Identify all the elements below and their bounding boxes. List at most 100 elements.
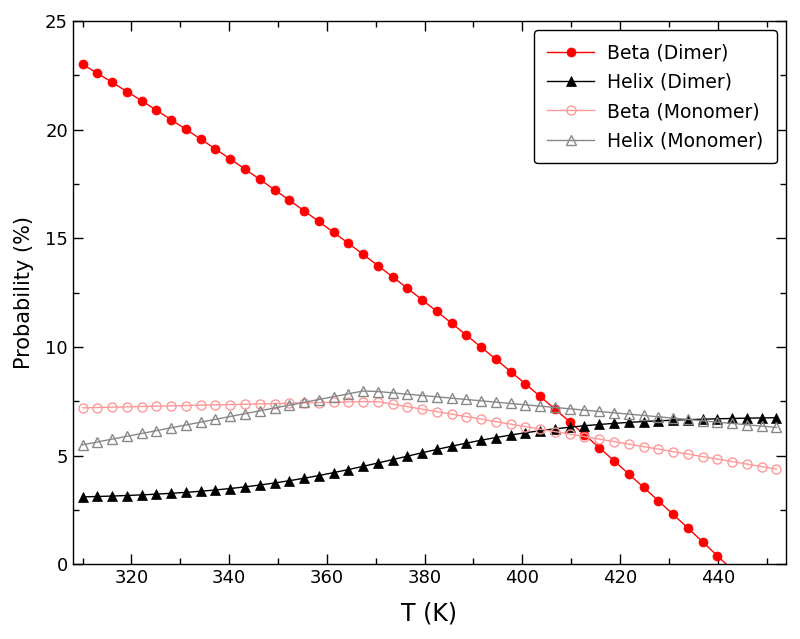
Helix (Monomer)	[329, 393, 338, 401]
Helix (Dimer)	[152, 490, 162, 498]
Helix (Monomer)	[727, 420, 737, 427]
Helix (Monomer)	[137, 429, 146, 437]
Beta (Dimer)	[698, 538, 707, 546]
Beta (Monomer)	[418, 405, 427, 413]
Beta (Dimer)	[418, 296, 427, 304]
Helix (Monomer)	[476, 397, 486, 404]
Beta (Monomer)	[285, 399, 294, 407]
Beta (Monomer)	[506, 420, 515, 428]
Helix (Dimer)	[580, 422, 590, 429]
Helix (Monomer)	[771, 424, 781, 431]
Helix (Dimer)	[506, 431, 515, 439]
Helix (Monomer)	[521, 401, 530, 409]
Beta (Monomer)	[196, 401, 206, 409]
Beta (Dimer)	[388, 273, 398, 281]
Helix (Monomer)	[166, 424, 176, 432]
Beta (Monomer)	[137, 403, 146, 410]
Beta (Dimer)	[299, 207, 309, 215]
Beta (Dimer)	[93, 70, 102, 77]
Beta (Monomer)	[624, 440, 634, 448]
Beta (Monomer)	[240, 401, 250, 408]
Helix (Dimer)	[78, 493, 87, 501]
Beta (Monomer)	[210, 401, 220, 409]
Helix (Monomer)	[226, 413, 235, 420]
Beta (Dimer)	[565, 418, 574, 426]
Helix (Dimer)	[107, 492, 117, 500]
Beta (Monomer)	[166, 402, 176, 410]
Helix (Monomer)	[594, 408, 604, 415]
Helix (Monomer)	[240, 410, 250, 417]
Helix (Dimer)	[698, 415, 707, 423]
Beta (Dimer)	[654, 497, 663, 505]
Helix (Dimer)	[565, 424, 574, 431]
Helix (Monomer)	[668, 414, 678, 422]
Beta (Monomer)	[107, 403, 117, 411]
Legend: Beta (Dimer), Helix (Dimer), Beta (Monomer), Helix (Monomer): Beta (Dimer), Helix (Dimer), Beta (Monom…	[534, 30, 777, 164]
Beta (Monomer)	[78, 404, 87, 412]
Beta (Dimer)	[122, 88, 132, 95]
Beta (Dimer)	[240, 166, 250, 173]
Beta (Dimer)	[358, 250, 368, 258]
Helix (Monomer)	[742, 421, 752, 429]
Helix (Dimer)	[521, 429, 530, 436]
Beta (Monomer)	[594, 435, 604, 443]
Helix (Dimer)	[166, 489, 176, 497]
Helix (Dimer)	[476, 436, 486, 444]
Helix (Dimer)	[491, 434, 501, 442]
Helix (Dimer)	[358, 463, 368, 470]
Helix (Monomer)	[638, 412, 648, 419]
Line: Helix (Dimer): Helix (Dimer)	[78, 413, 781, 502]
Helix (Monomer)	[388, 389, 398, 397]
Beta (Monomer)	[580, 433, 590, 440]
Beta (Monomer)	[491, 418, 501, 426]
Helix (Monomer)	[285, 401, 294, 409]
Beta (Monomer)	[535, 426, 545, 433]
Helix (Monomer)	[713, 419, 722, 426]
Beta (Monomer)	[152, 403, 162, 410]
Helix (Monomer)	[358, 387, 368, 395]
Helix (Dimer)	[668, 417, 678, 424]
Beta (Monomer)	[713, 455, 722, 463]
Helix (Monomer)	[181, 421, 190, 429]
Helix (Monomer)	[402, 390, 412, 398]
Beta (Monomer)	[462, 413, 471, 420]
Beta (Dimer)	[550, 405, 560, 413]
Beta (Monomer)	[181, 402, 190, 410]
Beta (Dimer)	[270, 186, 279, 194]
Helix (Monomer)	[93, 438, 102, 446]
Beta (Dimer)	[196, 135, 206, 143]
Beta (Monomer)	[402, 403, 412, 410]
Beta (Monomer)	[314, 399, 323, 406]
Beta (Monomer)	[609, 438, 618, 445]
Beta (Dimer)	[402, 284, 412, 292]
Helix (Monomer)	[299, 399, 309, 406]
Helix (Monomer)	[654, 413, 663, 420]
Helix (Monomer)	[432, 393, 442, 401]
Beta (Dimer)	[78, 61, 87, 68]
Helix (Dimer)	[727, 415, 737, 422]
Helix (Dimer)	[181, 488, 190, 496]
Beta (Monomer)	[521, 423, 530, 431]
Line: Beta (Monomer): Beta (Monomer)	[78, 397, 781, 473]
Beta (Monomer)	[122, 403, 132, 411]
Beta (Monomer)	[447, 410, 457, 418]
Beta (Dimer)	[329, 229, 338, 236]
Helix (Monomer)	[255, 407, 265, 415]
Beta (Monomer)	[742, 460, 752, 468]
Beta (Monomer)	[654, 445, 663, 453]
Beta (Dimer)	[624, 470, 634, 478]
Beta (Dimer)	[152, 106, 162, 114]
Beta (Monomer)	[388, 400, 398, 408]
Helix (Dimer)	[550, 425, 560, 433]
Beta (Dimer)	[771, 609, 781, 617]
Helix (Monomer)	[78, 441, 87, 449]
Beta (Monomer)	[93, 404, 102, 412]
Helix (Dimer)	[683, 416, 693, 424]
Beta (Monomer)	[757, 463, 766, 470]
Beta (Monomer)	[550, 427, 560, 435]
Beta (Dimer)	[462, 331, 471, 339]
Beta (Dimer)	[255, 176, 265, 183]
Helix (Monomer)	[609, 409, 618, 417]
Helix (Dimer)	[418, 449, 427, 457]
Beta (Monomer)	[638, 443, 648, 450]
